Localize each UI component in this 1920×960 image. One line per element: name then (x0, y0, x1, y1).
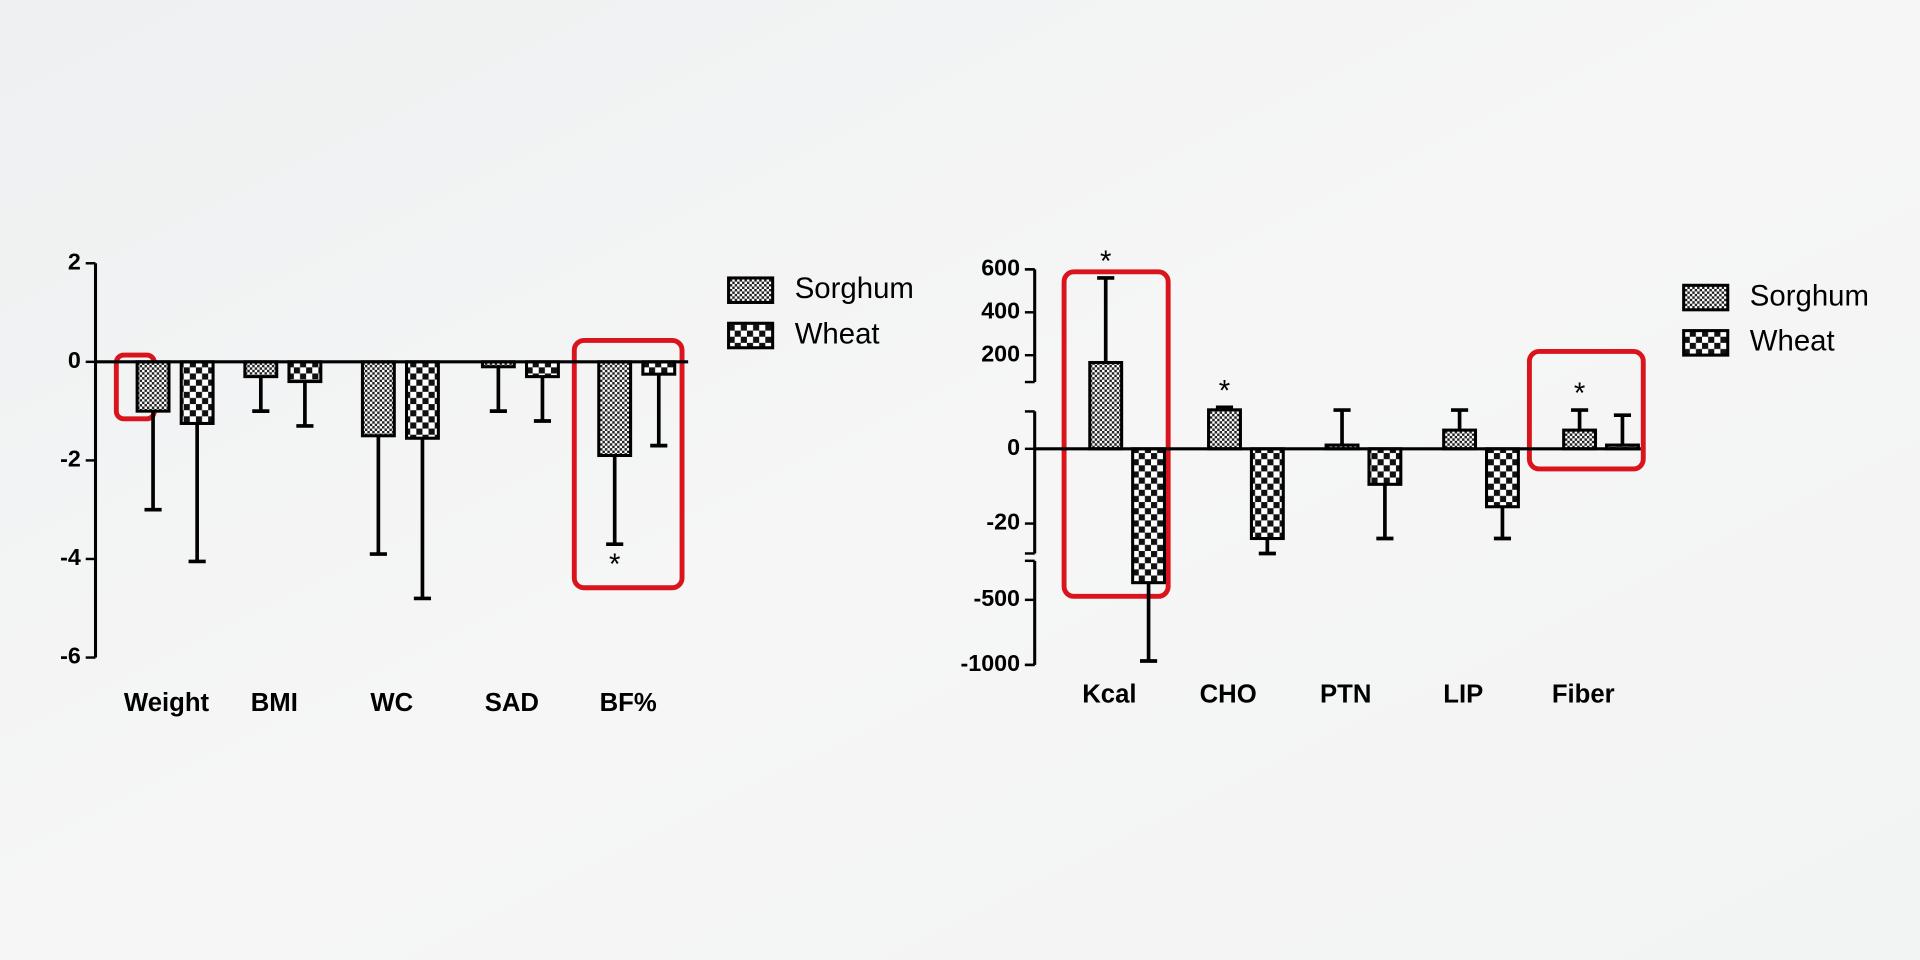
bar (243, 360, 279, 379)
x-category-label: BMI (251, 689, 298, 717)
legend-swatch (727, 321, 775, 350)
bar (1131, 447, 1167, 585)
significance-mark: * (1100, 245, 1111, 278)
bar (360, 360, 396, 438)
x-category-label: SAD (485, 689, 539, 717)
y-tick-label: 200 (981, 340, 1020, 366)
y-tick-label: -20 (986, 509, 1020, 535)
x-category-label: PTN (1320, 680, 1371, 708)
x-category-label: LIP (1443, 680, 1483, 708)
bar (405, 360, 440, 440)
bar (287, 360, 323, 384)
significance-mark: * (1574, 377, 1585, 410)
legend-label: Sorghum (795, 272, 914, 305)
bar (525, 360, 560, 379)
y-tick-label: -500 (973, 585, 1020, 611)
y-tick-label: 2 (68, 248, 81, 274)
legend-swatch (1682, 329, 1730, 357)
legend-swatch (727, 276, 775, 304)
y-tick-label: 0 (1007, 434, 1020, 460)
bar (135, 360, 171, 413)
bar (1562, 428, 1598, 451)
bar (1249, 447, 1285, 541)
y-tick-label: -1000 (961, 650, 1020, 676)
bar (1207, 408, 1242, 451)
x-category-label: CHO (1200, 680, 1257, 708)
y-tick-label: -2 (60, 446, 81, 472)
y-tick-label: -4 (60, 544, 81, 570)
bar (1485, 447, 1520, 509)
bar (1088, 360, 1124, 451)
legend-label: Sorghum (1750, 279, 1869, 312)
bar (179, 360, 215, 425)
y-tick-label: 400 (981, 297, 1020, 323)
x-category-label: BF% (600, 689, 657, 717)
y-tick-label: 0 (68, 347, 81, 373)
legend-label: Wheat (1750, 325, 1835, 358)
y-tick-label: -6 (60, 643, 81, 669)
legend-label: Wheat (795, 317, 880, 350)
highlight-box (1061, 269, 1171, 599)
legend-swatch (1682, 283, 1730, 312)
significance-mark: * (1219, 374, 1230, 407)
y-tick-label: 600 (981, 255, 1020, 281)
bar (641, 360, 677, 376)
significance-mark: * (609, 548, 620, 581)
x-category-label: WC (370, 689, 413, 717)
bar (1367, 447, 1403, 486)
x-category-label: Weight (124, 689, 210, 717)
highlight-box (1526, 348, 1646, 472)
x-category-label: Kcal (1082, 680, 1136, 708)
bar (1442, 428, 1478, 451)
highlight-box (571, 337, 685, 591)
bar (597, 360, 633, 458)
x-category-label: Fiber (1552, 680, 1615, 708)
